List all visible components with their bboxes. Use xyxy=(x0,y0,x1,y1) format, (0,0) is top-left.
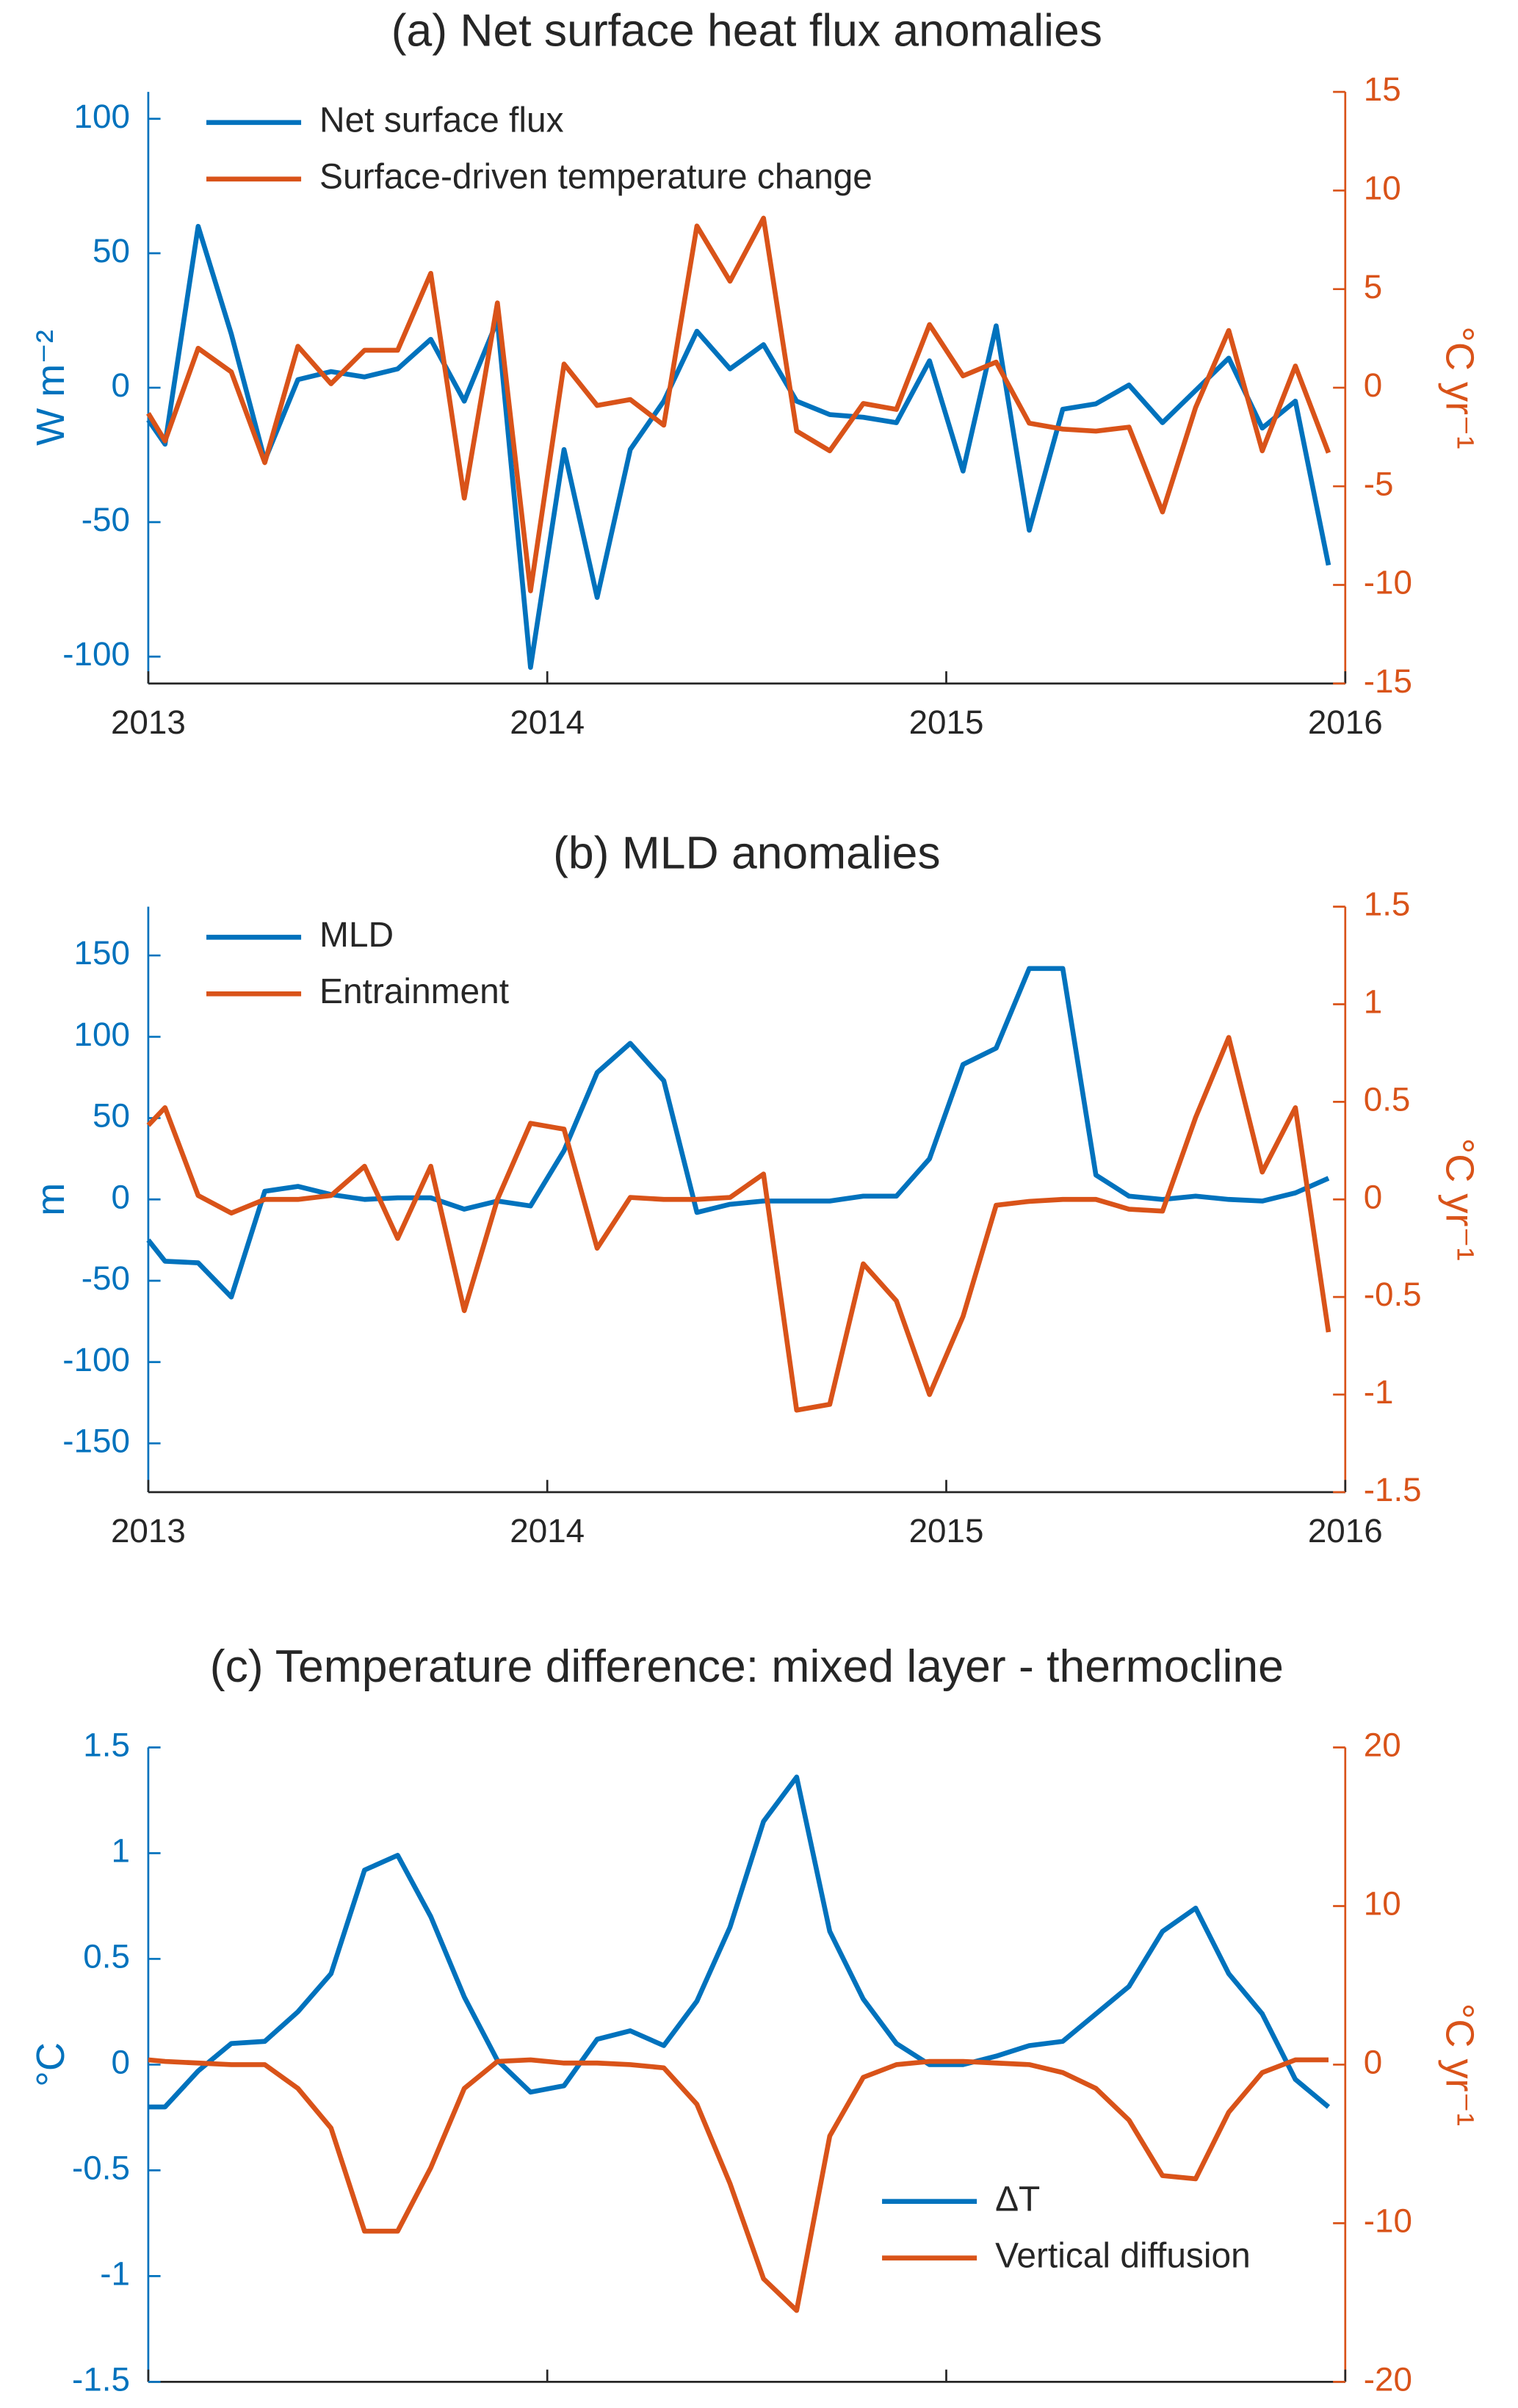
x-tick-label: 2015 xyxy=(909,2402,984,2408)
legend-label: Net surface flux xyxy=(319,101,564,140)
series-line xyxy=(146,223,1331,670)
legend-label: ΔT xyxy=(995,2180,1040,2219)
x-tick-label: 2016 xyxy=(1308,1512,1383,1550)
y-tick-label: 0 xyxy=(111,1178,129,1215)
y-tick-label: 50 xyxy=(93,232,130,270)
y2-tick-label: 5 xyxy=(1364,268,1382,305)
x-tick-label: 2013 xyxy=(111,2402,186,2408)
y-tick-label: -0.5 xyxy=(72,2149,130,2186)
y2-tick-label: 0 xyxy=(1364,1178,1382,1215)
y2-tick-label: -20 xyxy=(1364,2360,1412,2398)
chart-title: (c) Temperature difference: mixed layer … xyxy=(210,1641,1284,1692)
legend-label: Entrainment xyxy=(319,972,509,1011)
y2-axis-label: °C yr⁻¹ xyxy=(1437,326,1481,449)
y2-tick-label: -10 xyxy=(1364,564,1412,601)
y2-tick-label: 1 xyxy=(1364,983,1382,1021)
y-tick-label: 1 xyxy=(111,1832,129,1870)
y2-axis-label: °C yr⁻¹ xyxy=(1437,2003,1481,2126)
y2-tick-label: -0.5 xyxy=(1364,1276,1422,1313)
y-tick-label: 100 xyxy=(74,98,130,135)
x-tick-label: 2014 xyxy=(510,704,585,741)
chart-panel: (c) Temperature difference: mixed layer … xyxy=(29,1641,1481,2408)
y2-tick-label: 1.5 xyxy=(1364,886,1411,923)
series-line xyxy=(146,966,1330,1300)
y2-axis-label: °C yr⁻¹ xyxy=(1437,1138,1481,1261)
legend-label: MLD xyxy=(319,916,394,955)
series-line xyxy=(146,215,1331,593)
y2-tick-label: 0 xyxy=(1364,2044,1382,2081)
y-axis-label: m xyxy=(29,1183,73,1216)
y2-tick-label: 10 xyxy=(1364,1885,1401,1923)
x-tick-label: 2015 xyxy=(909,1512,984,1550)
y-tick-label: -1.5 xyxy=(72,2360,130,2398)
x-tick-label: 2013 xyxy=(111,704,186,741)
y-tick-label: -50 xyxy=(82,1259,130,1297)
y-axis-label: W m⁻² xyxy=(29,330,73,446)
chart-title: (b) MLD anomalies xyxy=(553,827,940,878)
series-line xyxy=(146,1035,1331,1413)
x-tick-label: 2015 xyxy=(909,704,984,741)
y2-tick-label: 10 xyxy=(1364,170,1401,207)
y2-tick-label: 20 xyxy=(1364,1727,1401,1764)
y2-tick-label: 15 xyxy=(1364,70,1401,108)
y2-tick-label: -15 xyxy=(1364,662,1412,700)
y-tick-label: 150 xyxy=(74,934,130,972)
y2-tick-label: 0 xyxy=(1364,366,1382,404)
x-tick-label: 2013 xyxy=(111,1512,186,1550)
y-axis-label: °C xyxy=(29,2042,73,2087)
y2-tick-label: -1 xyxy=(1364,1373,1394,1411)
x-tick-label: 2016 xyxy=(1308,2402,1383,2408)
x-tick-label: 2014 xyxy=(510,1512,585,1550)
y-tick-label: 0 xyxy=(111,2044,129,2081)
legend-label: Surface-driven temperature change xyxy=(319,157,872,196)
y-tick-label: 50 xyxy=(93,1097,130,1135)
y2-tick-label: -5 xyxy=(1364,465,1394,502)
y-tick-label: 100 xyxy=(74,1016,130,1053)
y-tick-label: -100 xyxy=(62,1341,130,1378)
y2-tick-label: -10 xyxy=(1364,2202,1412,2239)
y2-tick-label: -1.5 xyxy=(1364,1471,1422,1508)
x-tick-label: 2016 xyxy=(1308,704,1383,741)
y-tick-label: -150 xyxy=(62,1422,130,1460)
y-tick-label: -1 xyxy=(100,2255,130,2292)
x-tick-label: 2014 xyxy=(510,2402,585,2408)
chart-panel: (a) Net surface heat flux anomalies 2013 2… xyxy=(29,5,1481,741)
y-tick-label: 0 xyxy=(111,366,129,404)
series-line xyxy=(148,2057,1329,2313)
y2-tick-label: 0.5 xyxy=(1364,1080,1411,1118)
y-tick-label: -50 xyxy=(82,501,130,538)
legend-label: Vertical diffusion xyxy=(995,2236,1251,2275)
chart-title: (a) Net surface heat flux anomalies xyxy=(391,5,1102,57)
y-tick-label: -100 xyxy=(62,635,130,673)
series-line xyxy=(148,1774,1331,2110)
y-tick-label: 0.5 xyxy=(83,1938,130,1975)
y-tick-label: 1.5 xyxy=(83,1727,130,1764)
